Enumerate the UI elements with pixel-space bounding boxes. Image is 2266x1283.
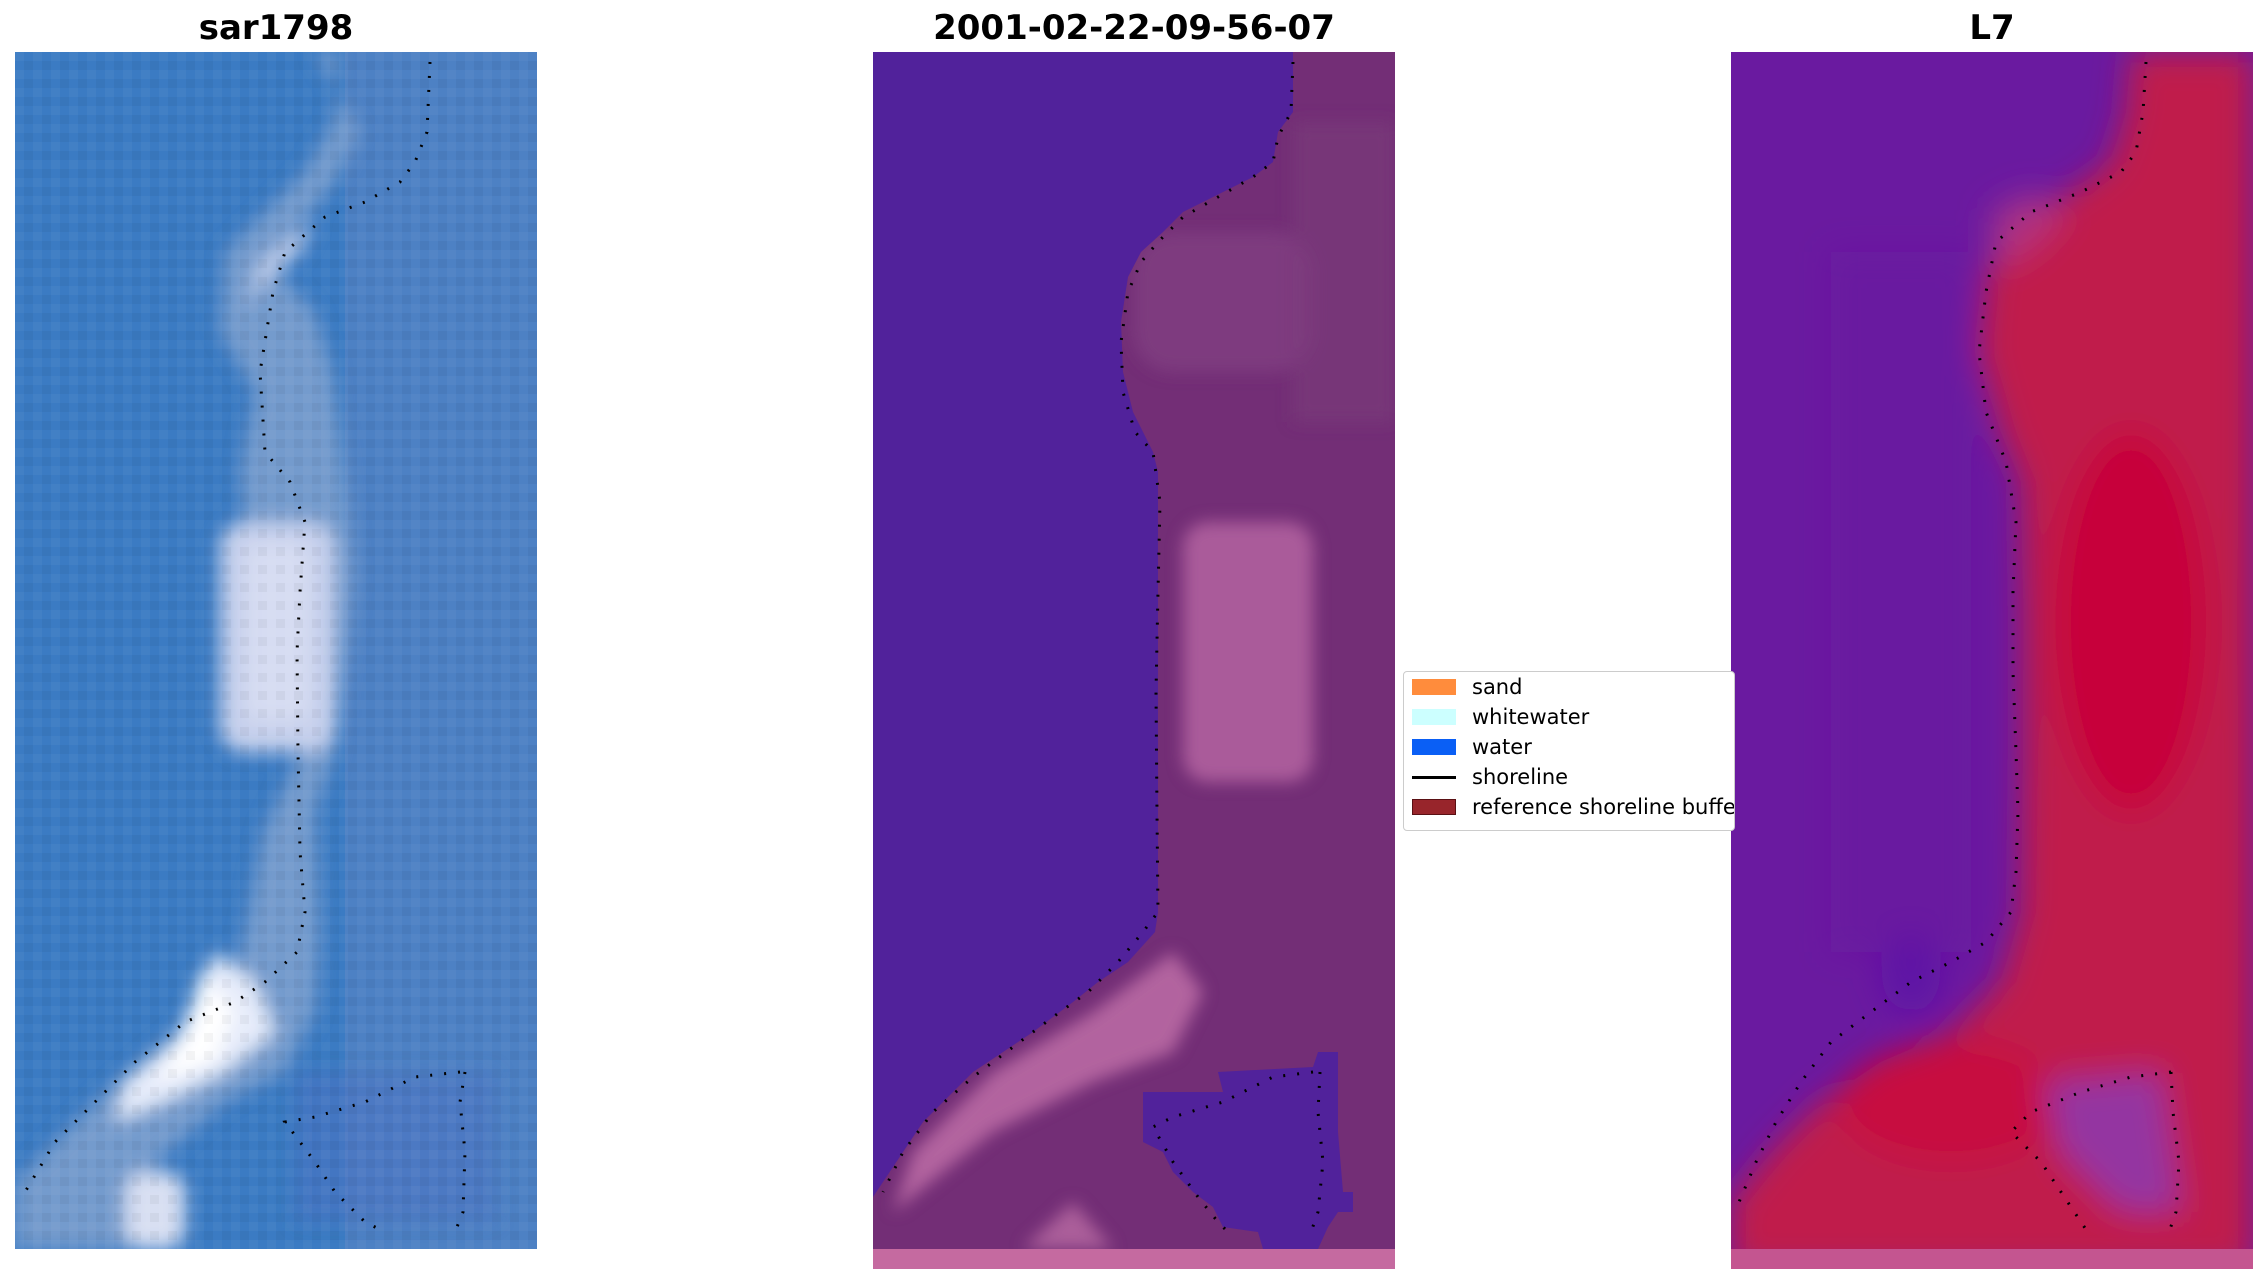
legend-item-shoreline: shoreline — [1412, 764, 1568, 790]
legend: sand whitewater water shoreline referenc… — [1403, 671, 1735, 831]
legend-item-sand: sand — [1412, 674, 1522, 700]
classified-image-panel — [873, 52, 1395, 1269]
sand-swatch-icon — [1412, 679, 1456, 695]
legend-label: whitewater — [1472, 705, 1590, 729]
legend-label: shoreline — [1472, 765, 1569, 789]
index-image-panel — [1731, 52, 2253, 1269]
legend-item-water: water — [1412, 734, 1532, 760]
panel-title-classified: 2001-02-22-09-56-07 — [933, 8, 1335, 48]
whitewater-swatch-icon — [1412, 709, 1456, 725]
shoreline-line-icon — [1412, 775, 1456, 779]
legend-item-whitewater: whitewater — [1412, 704, 1589, 730]
panel-title-rgb: sar1798 — [198, 8, 354, 48]
buffer-swatch-icon — [1412, 799, 1456, 815]
legend-label: sand — [1472, 675, 1523, 699]
legend-item-reference-buffer: reference shoreline buffer — [1412, 794, 1735, 820]
legend-label: water — [1472, 735, 1532, 759]
water-swatch-icon — [1412, 739, 1456, 755]
legend-label: reference shoreline buffer — [1472, 795, 1735, 819]
panel-title-index: L7 — [1969, 8, 2015, 48]
rgb-image-panel — [15, 52, 537, 1249]
